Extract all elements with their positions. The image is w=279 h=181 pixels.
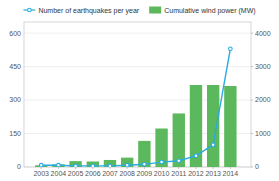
legend: Number of earthquakes per year Cumulative… [23, 7, 255, 15]
x-tick-label: 2010 [154, 170, 170, 177]
bar [224, 86, 236, 167]
y2-tick-label: 2000 [255, 96, 271, 103]
y-tick-label: 150 [9, 130, 21, 137]
marker [143, 163, 147, 167]
x-tick-label: 2011 [171, 170, 186, 177]
x-tick-label: 2008 [119, 170, 135, 177]
legend-label: Number of earthquakes per year [38, 7, 139, 15]
plot-frame [24, 22, 251, 167]
y-tick-label: 300 [9, 96, 21, 103]
x-tick-label: 2013 [205, 170, 221, 177]
marker [177, 159, 181, 163]
marker [125, 163, 129, 167]
x-tick-label: 2003 [33, 170, 49, 177]
x-tick-label: 2005 [68, 170, 84, 177]
marker [211, 143, 215, 147]
legend-item: Number of earthquakes per year [23, 7, 139, 15]
marker [160, 160, 164, 164]
marker [108, 164, 112, 167]
x-tick-label: 2007 [102, 170, 118, 177]
y2-tick-label: 1000 [255, 130, 271, 137]
marker [57, 163, 61, 167]
marker [229, 47, 233, 51]
legend-item: Cumulative wind power (MW) [149, 7, 255, 15]
line [41, 49, 230, 166]
y-tick-label: 0 [17, 163, 21, 170]
bar [207, 85, 219, 167]
y2-tick-label: 3000 [255, 63, 271, 70]
marker [74, 164, 78, 167]
x-tick-label: 2006 [85, 170, 101, 177]
legend-label: Cumulative wind power (MW) [164, 7, 255, 15]
y2-tick-label: 0 [255, 163, 259, 170]
grid-line [24, 33, 251, 34]
chart: 0150300450600010002000300040002003200420… [0, 0, 279, 181]
y2-tick-label: 4000 [255, 30, 271, 37]
bar [190, 85, 202, 167]
y-tick-label: 600 [9, 30, 21, 37]
legend-swatch-marker [28, 8, 32, 12]
y-tick-label: 450 [9, 63, 21, 70]
x-tick-label: 2012 [188, 170, 204, 177]
x-tick-label: 2014 [223, 170, 239, 177]
marker [39, 163, 43, 167]
marker [91, 164, 95, 167]
grid [24, 33, 251, 167]
legend-swatch [149, 7, 161, 14]
marks [35, 47, 237, 167]
x-tick-label: 2009 [137, 170, 153, 177]
marker [194, 154, 198, 158]
x-tick-label: 2004 [51, 170, 67, 177]
grid-line [24, 66, 251, 67]
